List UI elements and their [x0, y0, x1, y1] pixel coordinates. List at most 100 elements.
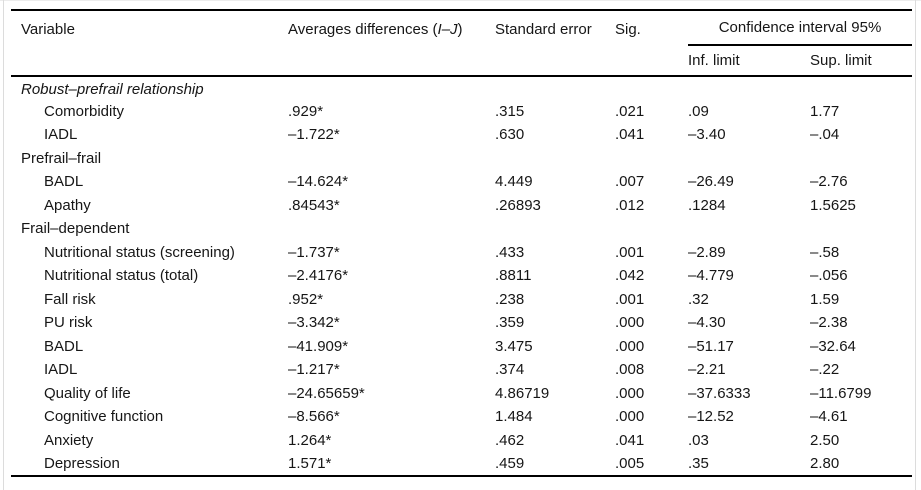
- table-row: IADL –1.722* .630 .041 –3.40 –.04: [11, 123, 912, 147]
- sup-limit-cell: 2.50: [810, 431, 840, 449]
- section-label: Prefrail–frail: [21, 149, 102, 167]
- avg-diff-cell: –1.737*: [288, 243, 340, 261]
- avg-diff-label-suffix: ): [457, 21, 463, 38]
- sig-cell: .041: [615, 431, 645, 449]
- avg-diff-cell: –24.65659*: [288, 384, 365, 402]
- std-error-cell: .315: [495, 102, 525, 120]
- section-label: Frail–dependent: [21, 220, 130, 238]
- table-header: Variable Averages differences (I–J) Stan…: [11, 10, 913, 77]
- section-label: Robust–prefrail relationship: [21, 81, 204, 99]
- col-header-standard-error: Standard error: [495, 10, 615, 77]
- sig-cell: .008: [615, 361, 645, 379]
- comparison-table: Variable Averages differences (I–J) Stan…: [11, 9, 913, 477]
- variable-cell: Anxiety: [44, 431, 94, 449]
- avg-diff-cell: 1.264*: [288, 431, 332, 449]
- section-row: Robust–prefrail relationship: [11, 76, 912, 100]
- variable-cell: Fall risk: [44, 290, 96, 308]
- sup-limit-cell: –.22: [810, 361, 840, 379]
- avg-diff-cell: .952*: [288, 290, 324, 308]
- variable-cell: BADL: [44, 337, 84, 355]
- inf-limit-cell: –4.779: [688, 267, 734, 285]
- variable-cell: Nutritional status (total): [44, 267, 199, 285]
- scan-border-top: [0, 0, 921, 1]
- table-body: Robust–prefrail relationship Comorbidity.…: [11, 76, 912, 476]
- avg-diff-cell: –3.342*: [288, 314, 340, 332]
- variable-cell: BADL: [44, 173, 84, 191]
- std-error-cell: .630: [495, 126, 525, 144]
- avg-diff-label-prefix: Averages differences (: [288, 21, 438, 38]
- scan-border-left: [3, 0, 4, 490]
- sup-limit-cell: –11.6799: [810, 384, 872, 402]
- avg-diff-cell: –1.217*: [288, 361, 340, 379]
- std-error-cell: .359: [495, 314, 525, 332]
- inf-limit-cell: –4.30: [688, 314, 726, 332]
- avg-diff-cell: –1.722*: [288, 126, 340, 144]
- table-row: Fall risk .952* .238 .001 .32 1.59: [11, 288, 912, 312]
- sup-limit-cell: 1.59: [810, 290, 840, 308]
- header-row-2: Inf. limit Sup. limit: [11, 45, 913, 77]
- sup-limit-cell: –2.76: [810, 173, 848, 191]
- col-header-averages-differences: Averages differences (I–J): [288, 10, 495, 77]
- inf-limit-cell: –2.89: [688, 243, 726, 261]
- table-row: BADL –14.624* 4.449 .007 –26.49 –2.76: [11, 170, 912, 194]
- inf-limit-cell: .09: [688, 102, 709, 120]
- variable-cell: Depression: [44, 454, 120, 472]
- table-row: Quality of life –24.65659* 4.86719 .000 –37.…: [11, 382, 912, 406]
- inf-limit-cell: –51.17: [688, 337, 734, 355]
- col-header-sup-limit: Sup. limit: [810, 45, 913, 77]
- sig-cell: .001: [615, 243, 645, 261]
- variable-cell: IADL: [44, 361, 78, 379]
- col-header-inf-limit: Inf. limit: [688, 45, 810, 77]
- variable-cell: Cognitive function: [44, 408, 164, 426]
- sup-limit-cell: 1.77: [810, 102, 840, 120]
- sig-cell: .007: [615, 173, 645, 191]
- variable-cell: PU risk: [44, 314, 93, 332]
- std-error-cell: .462: [495, 431, 525, 449]
- sup-limit-cell: 1.5625: [810, 196, 856, 214]
- section-row: Prefrail–frail: [11, 147, 912, 171]
- inf-limit-cell: –2.21: [688, 361, 726, 379]
- std-error-cell: .238: [495, 290, 525, 308]
- variable-cell: IADL: [44, 126, 78, 144]
- inf-limit-cell: –26.49: [688, 173, 734, 191]
- avg-diff-cell: –41.909*: [288, 337, 349, 355]
- avg-diff-cell: 1.571*: [288, 454, 332, 472]
- sup-limit-cell: 2.80: [810, 454, 840, 472]
- inf-limit-cell: .03: [688, 431, 709, 449]
- scan-border-right: [915, 0, 916, 490]
- col-header-variable: Variable: [11, 10, 288, 77]
- variable-cell: Nutritional status (screening): [44, 243, 235, 261]
- variable-cell: Apathy: [44, 196, 91, 214]
- inf-limit-cell: .32: [688, 290, 709, 308]
- avg-diff-cell: .84543*: [288, 196, 340, 214]
- sig-cell: .042: [615, 267, 645, 285]
- std-error-cell: 1.484: [495, 408, 533, 426]
- std-error-cell: .459: [495, 454, 525, 472]
- col-header-sig: Sig.: [615, 10, 688, 77]
- inf-limit-cell: .1284: [688, 196, 726, 214]
- avg-diff-cell: –14.624*: [288, 173, 349, 191]
- sig-cell: .041: [615, 126, 645, 144]
- sig-cell: .001: [615, 290, 645, 308]
- header-row-1: Variable Averages differences (I–J) Stan…: [11, 10, 913, 77]
- sup-limit-cell: –.58: [810, 243, 840, 261]
- avg-diff-cell: –8.566*: [288, 408, 340, 426]
- std-error-cell: .433: [495, 243, 525, 261]
- std-error-cell: .8811: [495, 267, 532, 285]
- sig-cell: .000: [615, 408, 645, 426]
- avg-diff-cell: –2.4176*: [288, 267, 349, 285]
- avg-diff-cell: .929*: [288, 102, 324, 120]
- table-row: Depression 1.571* .459 .005 .35 2.80: [11, 452, 912, 476]
- std-error-cell: .26893: [495, 196, 541, 214]
- sig-cell: .005: [615, 454, 645, 472]
- table-row: Nutritional status (screening) –1.737* .43…: [11, 241, 912, 265]
- sig-cell: .000: [615, 314, 645, 332]
- sig-cell: .000: [615, 384, 645, 402]
- sup-limit-cell: –4.61: [810, 408, 848, 426]
- std-error-cell: .374: [495, 361, 525, 379]
- inf-limit-cell: –3.40: [688, 126, 726, 144]
- sup-limit-cell: –2.38: [810, 314, 848, 332]
- table-row: Cognitive function –8.566* 1.484 .000 –12.52…: [11, 405, 912, 429]
- table-row: Comorbidity .929* .315 .021 .09 1.77: [11, 100, 912, 124]
